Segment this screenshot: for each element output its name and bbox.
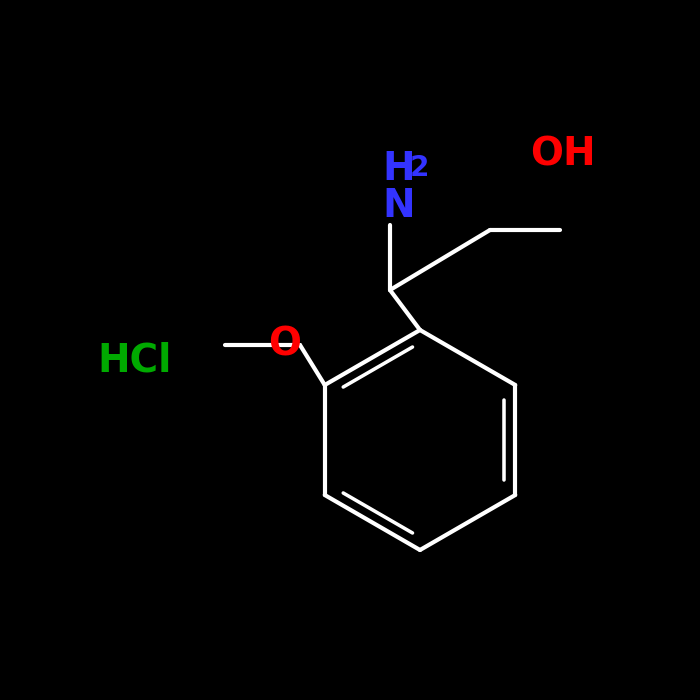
Text: HCl: HCl xyxy=(98,341,172,379)
Text: OH: OH xyxy=(530,136,596,174)
Text: H: H xyxy=(382,150,414,188)
Text: N: N xyxy=(382,187,414,225)
Text: 2: 2 xyxy=(410,154,429,182)
Text: O: O xyxy=(269,326,302,364)
